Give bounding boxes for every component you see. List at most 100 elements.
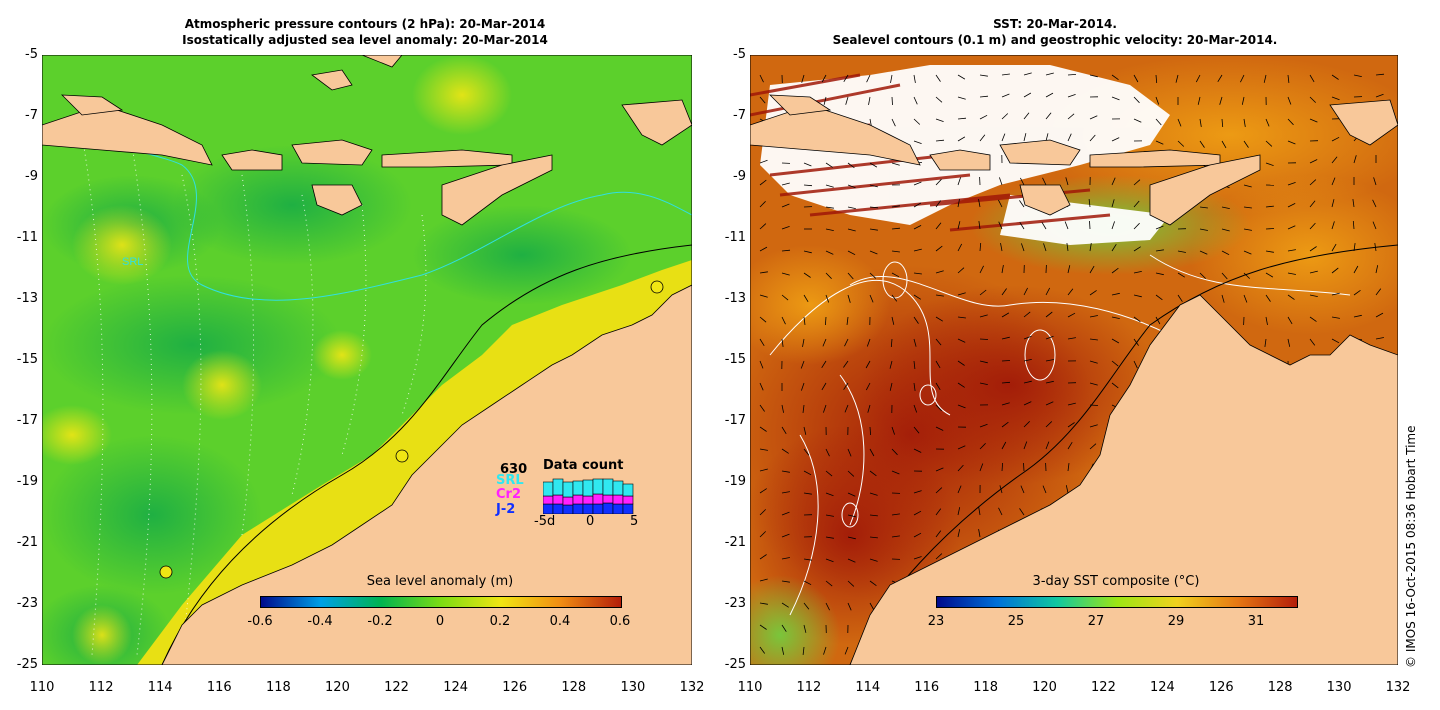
velocity-arrow: [1023, 441, 1028, 450]
velocity-arrow: [847, 228, 856, 232]
velocity-arrow: [1243, 140, 1249, 148]
x-tick-label: 120: [1032, 680, 1057, 695]
velocity-arrow: [825, 294, 830, 303]
velocity-arrow: [847, 492, 856, 497]
velocity-arrow: [759, 201, 766, 208]
velocity-arrow: [1309, 316, 1317, 322]
velocity-arrow: [957, 177, 961, 186]
velocity-arrow: [1133, 200, 1140, 208]
velocity-arrow: [1019, 200, 1025, 208]
velocity-arrow: [1045, 72, 1054, 76]
velocity-arrow: [844, 404, 849, 413]
velocity-arrow: [759, 246, 768, 252]
y-tick-label: -23: [724, 596, 746, 611]
velocity-arrow: [1199, 140, 1205, 148]
velocity-arrow: [1023, 421, 1030, 428]
velocity-arrow: [1067, 113, 1075, 120]
velocity-arrow: [781, 316, 786, 325]
velocity-arrow: [1020, 485, 1025, 494]
velocity-arrow: [998, 507, 1003, 516]
velocity-arrow: [759, 223, 767, 230]
velocity-arrow: [781, 338, 784, 347]
velocity-arrow: [913, 404, 918, 413]
colorbar-tick-label: -0.2: [367, 614, 393, 629]
velocity-arrow: [1089, 338, 1098, 341]
velocity-arrow: [847, 272, 854, 280]
velocity-arrow: [957, 338, 966, 343]
velocity-arrow: [1243, 118, 1246, 127]
velocity-arrow: [998, 199, 1003, 208]
velocity-arrow: [759, 382, 764, 391]
velocity-arrow: [1265, 162, 1274, 166]
velocity-arrow: [1177, 272, 1186, 278]
y-tick-label: -21: [724, 535, 746, 550]
velocity-arrow: [1064, 221, 1069, 230]
velocity-arrow: [759, 271, 768, 274]
histogram-bar: [582, 503, 594, 514]
velocity-arrow: [979, 463, 984, 472]
velocity-arrow: [869, 536, 878, 539]
histogram-bar: [572, 494, 584, 505]
mission-label-j2: J-2: [496, 502, 516, 517]
x-tick-label: 122: [384, 680, 409, 695]
velocity-arrow: [801, 74, 805, 83]
velocity-arrow: [843, 382, 849, 390]
velocity-arrow: [889, 382, 893, 391]
velocity-arrow: [1353, 314, 1362, 318]
velocity-arrow: [957, 445, 966, 450]
colorbar-tick-label: 0: [435, 614, 445, 629]
histogram-bar: [602, 502, 614, 514]
velocity-arrow: [847, 470, 855, 477]
x-tick-label: 114: [147, 680, 173, 695]
velocity-arrow: [891, 316, 895, 325]
x-tick-label: 128: [561, 680, 587, 695]
velocity-arrow: [913, 272, 922, 275]
right-colorbar-title: 3-day SST composite (°C): [1032, 574, 1200, 589]
velocity-arrow: [913, 248, 922, 252]
velocity-arrow: [1045, 359, 1054, 362]
velocity-arrow: [825, 448, 830, 457]
velocity-arrow: [1243, 206, 1252, 209]
indonesian-islands: [750, 94, 1398, 226]
velocity-arrow: [1287, 272, 1296, 275]
velocity-arrow: [781, 448, 789, 454]
velocity-arrow: [825, 206, 834, 209]
velocity-arrow: [1023, 92, 1032, 98]
velocity-arrow: [957, 507, 961, 516]
x-tick-label: 126: [502, 680, 528, 695]
velocity-arrow: [913, 96, 918, 105]
velocity-arrow: [1045, 311, 1053, 318]
velocity-arrow: [847, 580, 855, 587]
velocity-arrow: [1265, 118, 1270, 127]
velocity-arrow: [800, 360, 805, 369]
velocity-arrow: [825, 250, 834, 255]
velocity-arrow: [1133, 179, 1141, 186]
velocity-arrow: [803, 624, 807, 633]
velocity-arrow: [1020, 177, 1025, 186]
velocity-arrow: [846, 316, 849, 325]
velocity-arrow: [957, 136, 966, 142]
velocity-arrow: [1372, 199, 1377, 208]
y-tick-label: -25: [16, 657, 38, 672]
velocity-arrow: [1372, 221, 1377, 230]
velocity-arrow: [825, 580, 833, 587]
velocity-arrow: [935, 222, 942, 230]
velocity-arrow: [913, 316, 919, 324]
velocity-arrow: [825, 316, 827, 326]
velocity-arrow: [1001, 133, 1006, 142]
data-count-title: Data count: [543, 458, 624, 473]
velocity-arrow: [1001, 360, 1011, 362]
velocity-arrow: [1265, 250, 1274, 253]
velocity-arrow: [823, 96, 827, 105]
velocity-arrow: [869, 294, 874, 303]
velocity-arrow: [935, 530, 942, 538]
velocity-arrow: [869, 448, 875, 457]
histogram-bar: [572, 503, 584, 514]
velocity-arrow: [1309, 270, 1318, 274]
satellite-track-line: [61, 124, 692, 301]
velocity-arrow: [869, 426, 871, 436]
velocity-arrow: [1287, 316, 1293, 325]
x-tick-label: 114: [855, 680, 881, 695]
velocity-arrow: [913, 448, 922, 453]
velocity-arrow: [1309, 96, 1316, 103]
